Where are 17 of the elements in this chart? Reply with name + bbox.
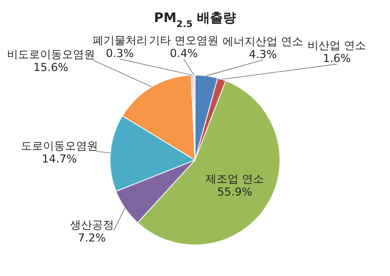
data-label: 55.9%	[217, 186, 252, 199]
data-label: 14.7%	[42, 152, 77, 166]
slice-label: 폐기물처리	[92, 34, 148, 48]
slice-label: 에너지산업 연소	[222, 34, 304, 48]
slice-label: 기타 면오염원	[149, 34, 219, 48]
data-label: 4.3%	[248, 48, 277, 61]
data-label: 0.4%	[170, 47, 198, 60]
slice-label: 제조업 연소	[205, 172, 264, 186]
data-label: 15.6%	[33, 61, 68, 74]
chart-title: PM$_{2.5}$ 배출량	[154, 11, 236, 30]
data-label: 7.2%	[78, 231, 106, 244]
data-label: 1.6%	[322, 52, 351, 66]
slice-label: 도로이동오염원	[20, 139, 98, 152]
slice-label: 생산공정	[70, 218, 114, 232]
data-label: 0.3%	[106, 47, 134, 60]
slice-label: 비도로이동오염원	[6, 48, 95, 62]
slice-label: 비산업 연소	[308, 39, 366, 52]
